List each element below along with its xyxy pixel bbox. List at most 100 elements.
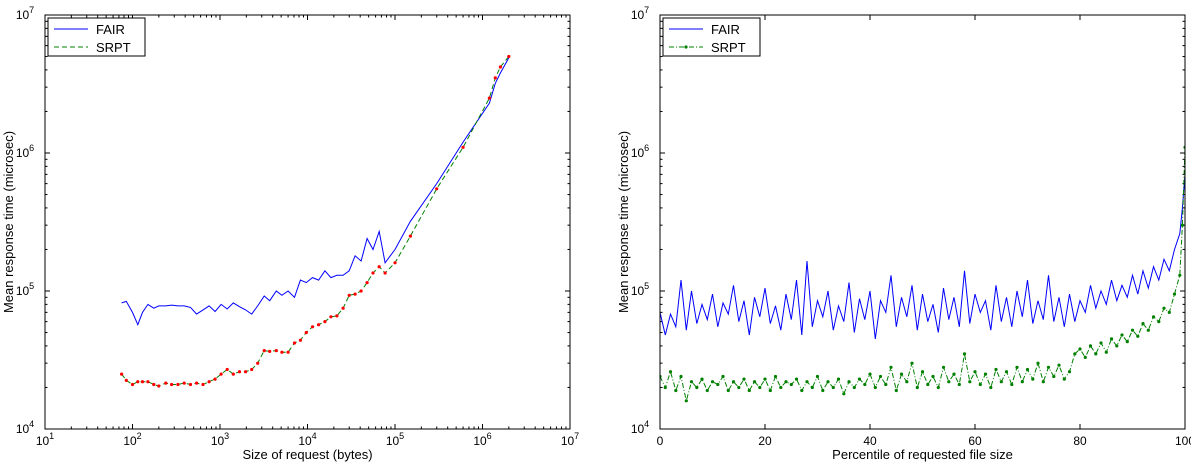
data-point	[286, 350, 290, 354]
data-point	[1130, 328, 1135, 332]
data-point	[371, 271, 375, 275]
data-point	[170, 382, 174, 387]
data-point	[1067, 370, 1072, 374]
x-tick-label: 107	[561, 431, 579, 448]
data-point	[335, 314, 339, 318]
data-point	[280, 350, 284, 354]
minor-ticks	[660, 20, 1185, 388]
legend: FAIR SRPT	[662, 17, 761, 57]
data-point	[968, 380, 972, 384]
data-point	[1010, 382, 1014, 387]
y-axis-label: Mean response time (microsec)	[1, 131, 16, 313]
x-tick-label: 80	[1073, 434, 1087, 448]
data-point	[773, 374, 778, 379]
data-point	[805, 380, 809, 384]
data-point	[957, 382, 961, 387]
data-point	[298, 338, 302, 342]
data-point	[393, 261, 397, 265]
y-tick-label: 105	[631, 281, 649, 298]
data-point	[1083, 355, 1087, 359]
data-point	[1073, 352, 1077, 356]
data-point	[831, 385, 835, 390]
data-point	[731, 380, 736, 384]
x-tick-label: 103	[211, 431, 229, 448]
data-point	[176, 382, 180, 387]
data-point	[868, 372, 872, 376]
chart-1: 101 102 103 104 105 106 107 104 105 106 107 Size of…	[1, 5, 579, 462]
data-point	[810, 385, 814, 390]
data-point	[973, 370, 977, 374]
data-point	[164, 381, 168, 385]
data-point	[1141, 322, 1145, 326]
data-point	[779, 385, 783, 390]
data-point	[1115, 344, 1119, 348]
x-tick-label: 40	[863, 434, 877, 448]
data-point	[821, 388, 825, 393]
y-tick-label: 107	[16, 5, 34, 22]
series-srpt	[120, 54, 511, 388]
data-point	[679, 374, 683, 379]
data-point	[994, 367, 998, 372]
data-point	[341, 306, 345, 310]
data-point	[936, 385, 940, 390]
data-point	[359, 289, 363, 293]
data-point	[195, 381, 199, 385]
data-point	[721, 374, 725, 379]
data-point	[737, 385, 741, 390]
data-point	[962, 352, 967, 356]
y-tick-label: 105	[16, 281, 34, 298]
data-point	[983, 372, 988, 376]
data-point	[1052, 374, 1056, 379]
data-point	[383, 271, 387, 275]
data-point	[219, 372, 223, 376]
data-point	[1088, 344, 1093, 348]
data-point	[920, 370, 925, 374]
data-point	[978, 382, 982, 387]
data-point	[873, 385, 877, 390]
data-point	[274, 349, 278, 353]
data-point	[926, 382, 930, 387]
data-point	[889, 365, 893, 369]
data-point	[800, 388, 804, 393]
data-point	[700, 377, 704, 381]
data-point	[1120, 333, 1124, 337]
data-point	[1157, 320, 1161, 324]
x-tick-label: 105	[386, 431, 404, 448]
data-point	[1172, 292, 1177, 296]
data-point	[292, 341, 297, 345]
series-line-fair	[660, 174, 1185, 339]
y-tick-label: 106	[631, 143, 649, 160]
series-fair	[121, 57, 510, 327]
data-point	[1004, 370, 1009, 374]
data-point	[674, 388, 678, 393]
data-point	[262, 349, 266, 353]
data-point	[915, 385, 919, 390]
data-point	[231, 372, 235, 376]
legend-label-srpt: SRPT	[96, 40, 131, 55]
data-point	[931, 374, 935, 379]
data-point	[353, 292, 357, 296]
data-point	[752, 380, 757, 384]
y-tick-label: 106	[16, 143, 34, 160]
data-point	[124, 378, 128, 382]
data-point	[905, 380, 909, 384]
data-point	[120, 372, 124, 376]
data-point	[377, 265, 381, 269]
data-point	[910, 361, 914, 365]
legend-label-fair: FAIR	[96, 22, 125, 37]
y-axis-label: Mean response time (microsec)	[616, 131, 631, 313]
data-point	[317, 323, 321, 327]
data-point	[182, 381, 186, 385]
data-point	[847, 380, 851, 384]
data-point	[461, 145, 465, 149]
data-point	[1057, 363, 1061, 367]
data-point	[140, 380, 145, 384]
data-point	[268, 349, 272, 353]
data-point	[408, 234, 412, 238]
x-tick-label: 60	[968, 434, 982, 448]
data-point	[256, 361, 260, 365]
data-point	[710, 380, 715, 384]
data-point	[899, 372, 904, 376]
data-point	[863, 382, 867, 387]
data-point	[1094, 352, 1098, 356]
